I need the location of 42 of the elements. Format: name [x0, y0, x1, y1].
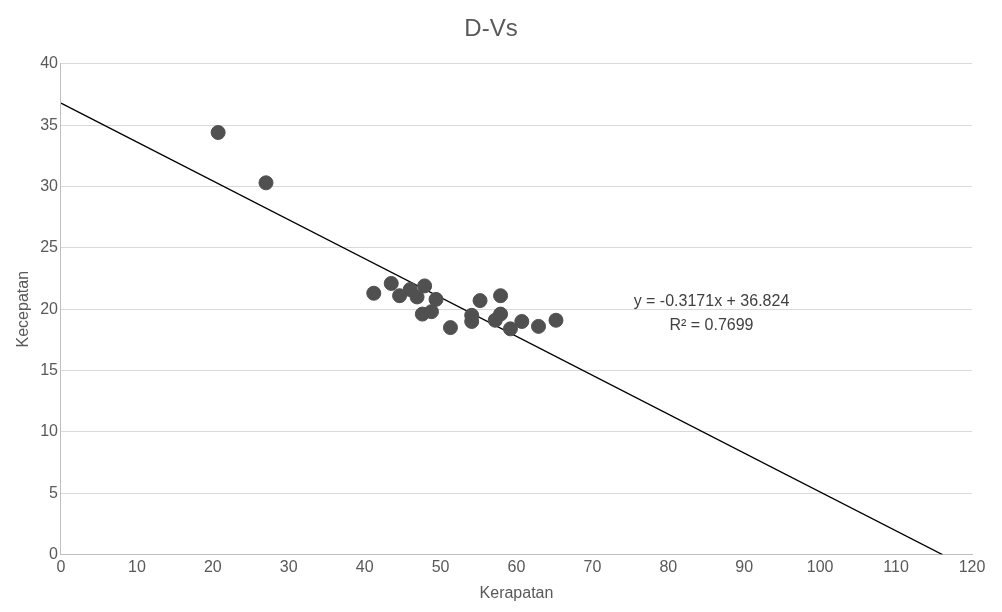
x-tick-label: 90 — [735, 557, 754, 575]
x-tick-label: 50 — [431, 557, 450, 575]
y-tick-label: 25 — [40, 238, 59, 256]
y-tick-label: 5 — [49, 483, 59, 501]
x-tick-label: 60 — [507, 557, 526, 575]
x-tick-label: 110 — [883, 557, 909, 575]
point — [531, 318, 547, 334]
annotation: y = -0.3171x + 36.824 — [633, 291, 790, 309]
x-tick-label: 40 — [355, 557, 374, 575]
point — [502, 321, 518, 337]
x-tick-label: 100 — [806, 557, 834, 575]
chart-title: D-Vs — [464, 14, 518, 42]
y-tick-label: 10 — [40, 422, 59, 440]
y-tick-label: 30 — [40, 176, 59, 194]
x-axis-title: Kerapatan — [479, 583, 554, 601]
x-tick-label: 10 — [128, 557, 146, 575]
point — [428, 291, 444, 307]
point — [548, 312, 564, 328]
point — [514, 313, 530, 329]
x-tick-label: 80 — [659, 557, 678, 575]
point — [423, 304, 439, 320]
x-tick-label: 30 — [279, 557, 298, 575]
x-tick-label: 20 — [203, 557, 222, 575]
x-tick-label: 120 — [958, 557, 986, 575]
y-tick-label: 35 — [40, 115, 59, 133]
point — [493, 288, 509, 304]
point — [258, 175, 274, 191]
annotation: R² = 0.7699 — [669, 316, 754, 334]
point — [487, 312, 503, 328]
point — [409, 289, 425, 305]
y-axis-title: Kecepatan — [14, 270, 32, 348]
point — [366, 285, 382, 301]
point — [417, 278, 433, 294]
point — [383, 275, 399, 291]
point — [210, 125, 226, 141]
point — [472, 293, 488, 309]
y-tick-label: 20 — [40, 299, 59, 317]
y-tick-label: 40 — [40, 54, 59, 72]
point — [442, 320, 458, 336]
point — [392, 288, 408, 304]
x-tick-label: 70 — [583, 557, 602, 575]
y-tick-label: 15 — [40, 360, 59, 378]
